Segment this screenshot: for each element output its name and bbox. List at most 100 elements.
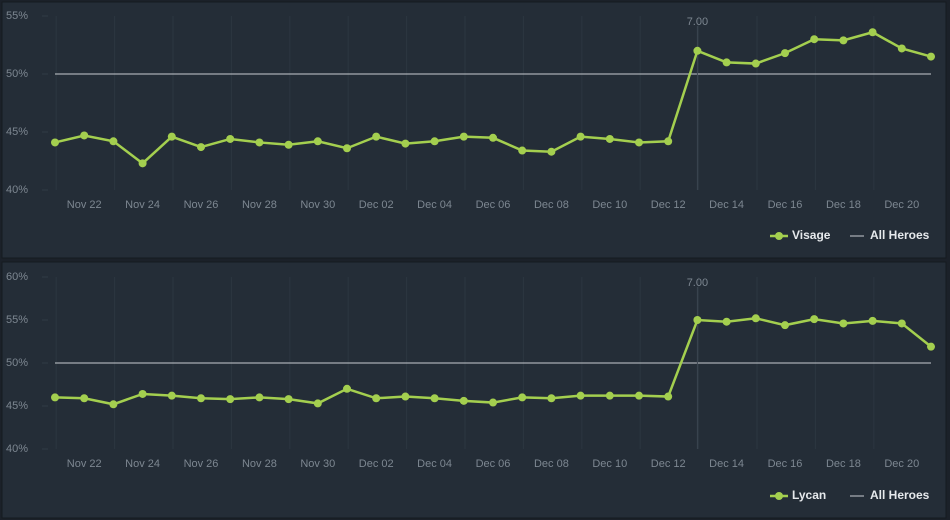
y-tick-label: 55% — [6, 10, 28, 22]
x-tick-label: Dec 02 — [359, 458, 394, 470]
data-point — [284, 140, 293, 149]
x-tick-label: Dec 20 — [884, 199, 919, 211]
x-tick-label: Nov 24 — [125, 199, 160, 211]
data-point — [751, 314, 760, 323]
y-tick-label: 60% — [6, 271, 28, 283]
x-tick-label: Dec 04 — [417, 199, 452, 211]
data-point — [372, 132, 381, 141]
x-tick-label: Dec 06 — [476, 199, 511, 211]
panel — [1, 1, 947, 259]
legend-label: All Heroes — [870, 228, 930, 242]
data-point — [313, 137, 322, 146]
data-point — [635, 138, 643, 147]
data-point — [167, 132, 176, 141]
y-tick-label: 50% — [6, 68, 28, 80]
x-tick-label: Nov 22 — [67, 458, 102, 470]
data-point — [722, 317, 731, 326]
data-point — [605, 134, 614, 143]
data-point — [197, 143, 205, 152]
x-tick-label: Dec 18 — [826, 458, 861, 470]
data-point — [868, 28, 877, 37]
data-point — [751, 59, 760, 68]
data-point — [781, 49, 789, 58]
data-point — [430, 137, 439, 146]
x-tick-label: Nov 28 — [242, 458, 277, 470]
y-tick-label: 45% — [6, 400, 28, 412]
y-tick-label: 45% — [6, 126, 28, 138]
y-tick-label: 40% — [6, 184, 28, 196]
data-point — [51, 393, 59, 402]
x-tick-label: Dec 10 — [592, 458, 627, 470]
data-point — [401, 392, 410, 401]
data-point — [489, 398, 497, 407]
x-tick-label: Dec 08 — [534, 458, 569, 470]
x-tick-label: Dec 20 — [884, 458, 919, 470]
data-point — [459, 132, 468, 141]
data-point — [897, 319, 906, 328]
y-tick-label: 40% — [6, 443, 28, 455]
data-point — [635, 391, 643, 400]
data-point — [109, 137, 118, 146]
data-point — [197, 394, 205, 403]
data-point — [138, 159, 147, 168]
x-tick-label: Dec 18 — [826, 199, 861, 211]
data-point — [489, 133, 497, 142]
data-point — [343, 144, 351, 153]
data-point — [313, 399, 322, 408]
x-tick-label: Dec 14 — [709, 199, 744, 211]
data-point — [839, 319, 848, 328]
x-tick-label: Dec 12 — [651, 199, 686, 211]
data-point — [547, 394, 556, 403]
data-point — [372, 394, 381, 403]
legend-swatch — [775, 232, 783, 240]
x-tick-label: Dec 10 — [592, 199, 627, 211]
data-point — [518, 393, 527, 402]
x-tick-label: Nov 30 — [300, 458, 335, 470]
x-tick-label: Dec 06 — [476, 458, 511, 470]
x-tick-label: Nov 26 — [184, 458, 219, 470]
data-point — [810, 315, 819, 324]
data-point — [693, 316, 702, 324]
data-point — [576, 391, 585, 400]
y-tick-label: 50% — [6, 357, 28, 369]
data-point — [80, 394, 89, 403]
annotation-label: 7.00 — [687, 16, 708, 28]
data-point — [284, 395, 293, 404]
x-tick-label: Dec 16 — [768, 199, 803, 211]
data-point — [255, 393, 264, 402]
x-tick-label: Dec 16 — [768, 458, 803, 470]
data-point — [868, 316, 877, 325]
data-point — [401, 139, 410, 148]
data-point — [459, 396, 468, 405]
data-point — [605, 391, 614, 400]
data-point — [430, 394, 439, 403]
data-point — [167, 391, 176, 400]
data-point — [255, 138, 264, 147]
data-point — [343, 384, 351, 393]
x-tick-label: Dec 14 — [709, 458, 744, 470]
x-tick-label: Nov 28 — [242, 199, 277, 211]
x-tick-label: Nov 22 — [67, 199, 102, 211]
data-point — [722, 58, 731, 67]
x-tick-label: Nov 24 — [125, 458, 160, 470]
data-point — [927, 52, 935, 61]
data-point — [781, 321, 789, 330]
data-point — [51, 138, 59, 147]
legend-label: Lycan — [792, 488, 826, 502]
data-point — [664, 137, 673, 146]
data-point — [810, 35, 819, 44]
x-tick-label: Dec 04 — [417, 458, 452, 470]
data-point — [576, 132, 585, 141]
legend-label: Visage — [792, 228, 831, 242]
data-point — [226, 134, 235, 143]
panel — [1, 261, 947, 519]
data-point — [80, 131, 89, 140]
data-point — [839, 36, 848, 45]
legend-label: All Heroes — [870, 488, 930, 502]
x-tick-label: Dec 08 — [534, 199, 569, 211]
data-point — [897, 44, 906, 53]
data-point — [927, 342, 935, 351]
data-point — [109, 400, 118, 409]
data-point — [226, 395, 235, 404]
